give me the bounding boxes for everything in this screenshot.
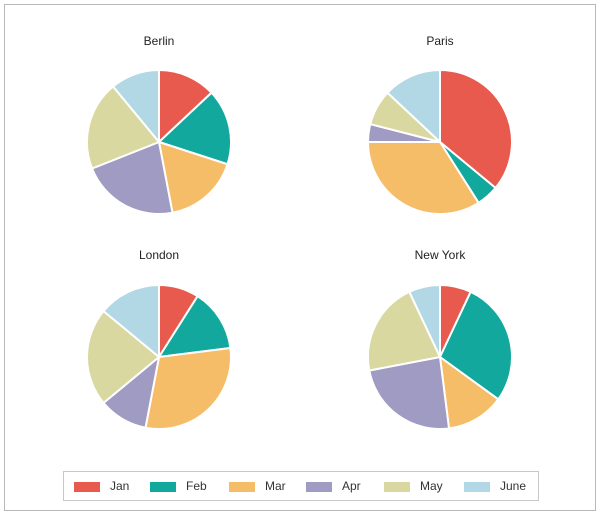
pie-chart-paris: Paris	[366, 34, 513, 215]
legend: Jan Feb Mar Apr May June	[63, 471, 539, 501]
pie-slice-berlin-june[interactable]	[112, 69, 160, 143]
legend-label: June	[500, 479, 527, 493]
pie-chart-berlin: Berlin	[86, 34, 232, 215]
pie-slice-berlin-jan[interactable]	[158, 69, 213, 143]
legend-swatch	[150, 482, 176, 492]
pie-slice-london-june[interactable]	[102, 284, 160, 358]
pie-slice-london-may[interactable]	[86, 310, 160, 404]
pie-slice-paris-mar[interactable]	[367, 141, 480, 215]
pie-slice-new-york-apr[interactable]	[368, 356, 451, 430]
pie-slice-new-york-may[interactable]	[367, 290, 441, 372]
pie-chart-london: London	[86, 248, 232, 430]
legend-label: Feb	[186, 479, 207, 493]
legend-swatch	[384, 482, 410, 492]
legend-swatch	[306, 482, 332, 492]
pie-slice-new-york-mar[interactable]	[439, 356, 500, 430]
pie-slice-new-york-feb[interactable]	[439, 290, 513, 401]
legend-label: Mar	[265, 479, 286, 493]
pie-slice-london-mar[interactable]	[144, 346, 232, 430]
pie-slice-berlin-mar[interactable]	[158, 141, 229, 214]
legend-label: Apr	[342, 479, 361, 493]
legend-swatch	[464, 482, 490, 492]
pie-slice-paris-jan[interactable]	[439, 69, 513, 189]
pie-slice-new-york-june[interactable]	[408, 284, 441, 358]
pie-slice-berlin-apr[interactable]	[91, 141, 174, 215]
chart-title: Berlin	[144, 34, 175, 48]
pie-slice-london-feb[interactable]	[158, 295, 232, 358]
legend-label: Jan	[110, 479, 130, 493]
pie-slice-paris-june[interactable]	[386, 69, 441, 143]
legend-swatch	[74, 482, 100, 492]
legend-swatch	[229, 482, 255, 492]
chart-title: London	[139, 248, 179, 262]
chart-title: Paris	[426, 34, 453, 48]
legend-label: May	[420, 479, 443, 493]
pie-slice-berlin-may[interactable]	[86, 85, 160, 170]
chart-title: New York	[415, 248, 467, 262]
pie-slice-berlin-feb[interactable]	[158, 91, 232, 166]
chart-container	[4, 4, 596, 511]
pie-chart-new-york: New York	[367, 248, 513, 430]
